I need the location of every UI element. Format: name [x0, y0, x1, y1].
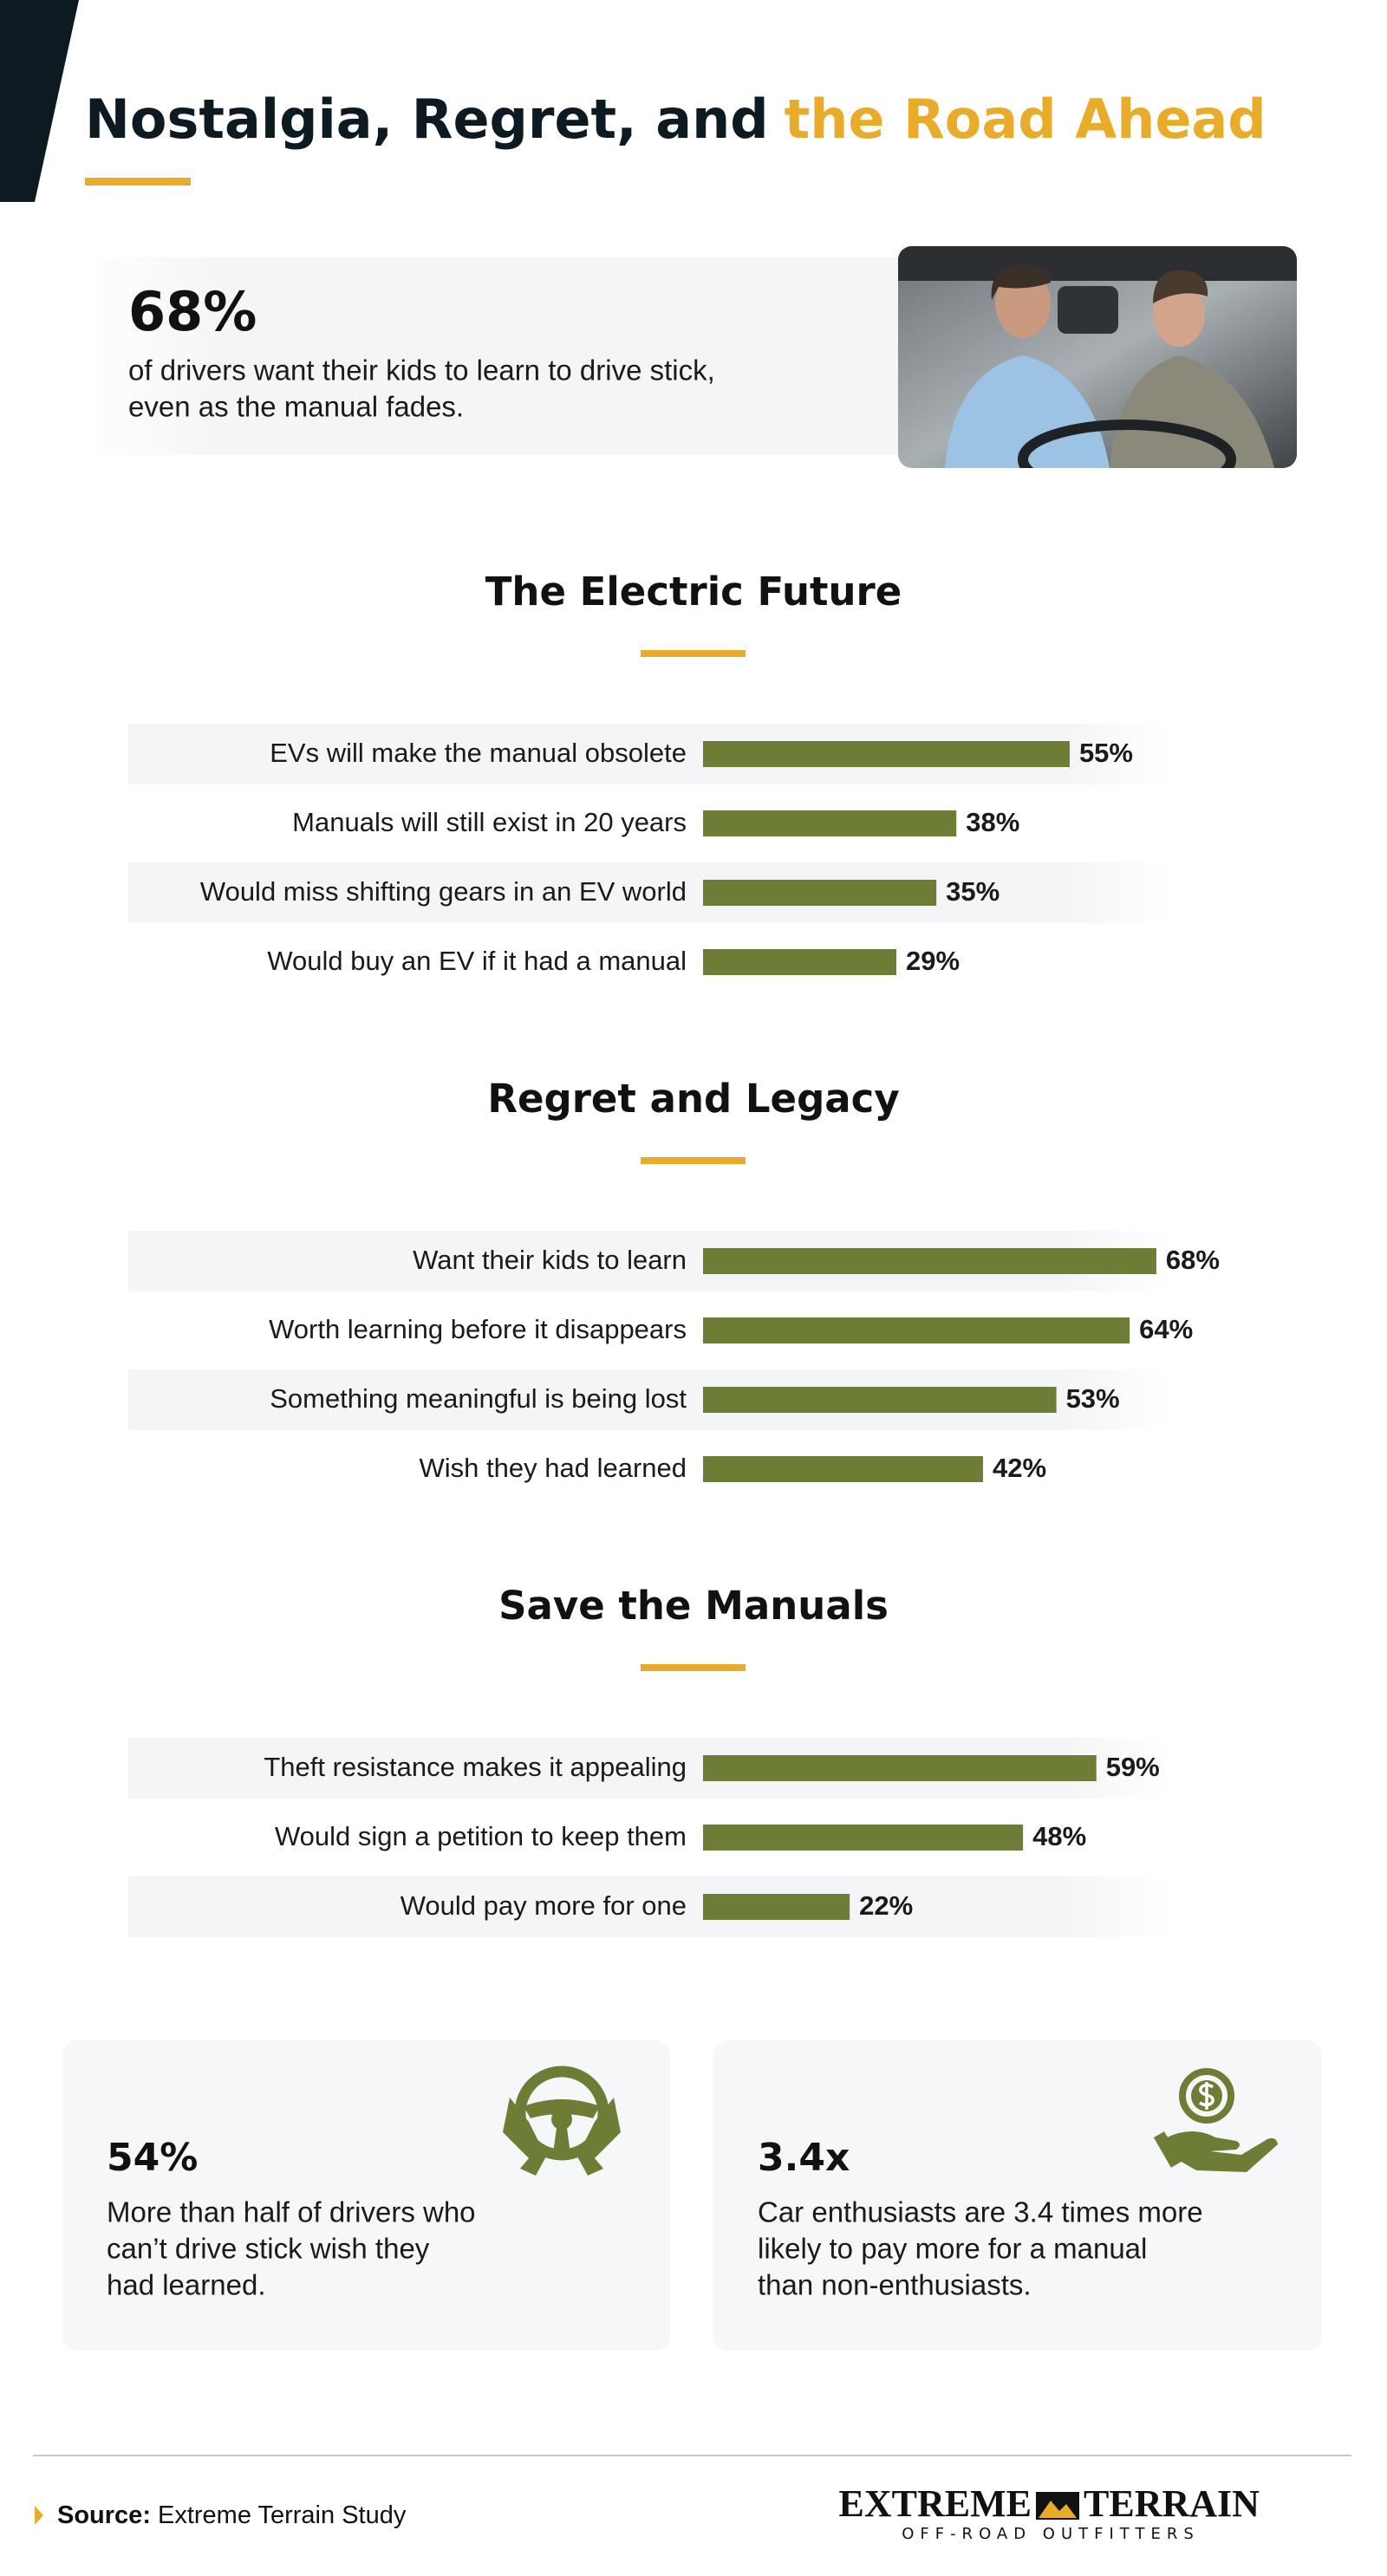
source-label: Source: — [57, 2501, 151, 2529]
value-label: 53% — [1066, 1383, 1120, 1414]
value-label: 29% — [906, 946, 960, 976]
title-underline — [85, 178, 191, 185]
section-underline — [641, 650, 746, 657]
bar — [703, 741, 1070, 767]
card-text: can’t drive stick wish they — [107, 2233, 430, 2265]
source-text: Extreme Terrain Study — [158, 2501, 407, 2529]
bar — [703, 1755, 1097, 1781]
bar — [703, 1456, 983, 1482]
hero-photo — [898, 246, 1297, 468]
bar-label: Would pay more for one — [400, 1890, 687, 1921]
logo-text: TERRAIN — [1084, 2482, 1260, 2525]
bar — [703, 1317, 1130, 1343]
cards: 54% More than half of drivers who can’t dr… — [107, 2136, 1203, 2301]
source: Source: Extreme Terrain Study — [57, 2501, 407, 2529]
section-underline — [641, 1664, 746, 1671]
hero-stat: 68% — [128, 280, 257, 343]
bar-label: Want their kids to learn — [413, 1245, 687, 1275]
row-stripe — [128, 1877, 1169, 1937]
bar — [703, 1387, 1057, 1413]
value-label: 22% — [859, 1890, 913, 1921]
value-label: 42% — [993, 1453, 1046, 1483]
hero-text: even as the manual fades. — [128, 391, 464, 423]
bar — [703, 1248, 1156, 1274]
bar-label: Worth learning before it disappears — [269, 1314, 687, 1344]
bar — [703, 949, 897, 975]
value-label: 68% — [1166, 1245, 1220, 1275]
title-text: Nostalgia, Regret, and — [85, 88, 769, 151]
title-highlight: the Road Ahead — [785, 88, 1267, 151]
logo-mountain — [1039, 2501, 1077, 2518]
value-label: 48% — [1032, 1821, 1086, 1851]
bar — [703, 1825, 1024, 1851]
value-label: 38% — [966, 807, 1019, 837]
card-text: had learned. — [107, 2269, 265, 2301]
logo-text: EXTREME — [839, 2482, 1032, 2525]
hero-box — [101, 257, 919, 455]
value-label: 59% — [1106, 1752, 1160, 1782]
value-label: 55% — [1079, 738, 1133, 768]
hero-text: of drivers want their kids to learn to d… — [128, 355, 715, 387]
card-text: likely to pay more for a manual — [758, 2233, 1147, 2265]
bar-section: Regret and Legacy Want their kids to lear… — [128, 1076, 1220, 1483]
bar-label: Would buy an EV if it had a manual — [267, 946, 687, 976]
stat-card — [713, 2040, 1322, 2351]
bar-label: Theft resistance makes it appealing — [264, 1752, 687, 1782]
bar-section: The Electric Future EVs will make the man… — [128, 569, 1169, 976]
bar — [703, 1894, 850, 1920]
bar-section: Save the Manuals Theft resistance makes i… — [128, 1583, 1169, 1937]
bar-label: Would sign a petition to keep them — [275, 1821, 687, 1851]
value-label: 35% — [946, 876, 1000, 907]
logo-tagline: OFF-ROAD OUTFITTERS — [902, 2525, 1200, 2543]
section-title: The Electric Future — [485, 569, 902, 615]
source-marker — [35, 2506, 43, 2525]
corner-slash — [0, 0, 79, 202]
bar — [703, 880, 937, 906]
card-stat: 54% — [107, 2136, 198, 2180]
card-stat: 3.4x — [758, 2136, 850, 2180]
card-text: than non-enthusiasts. — [758, 2269, 1032, 2301]
row-stripe — [128, 862, 1169, 923]
logo: EXTREME TERRAIN OFF-ROAD OUTFITTERS — [839, 2482, 1260, 2543]
bar-label: Something meaningful is being lost — [270, 1383, 687, 1414]
bar-label: Manuals will still exist in 20 years — [292, 807, 687, 837]
section-underline — [641, 1157, 746, 1164]
bar-label: EVs will make the manual obsolete — [270, 738, 687, 768]
bar — [703, 810, 957, 836]
steering-icon — [503, 2065, 621, 2176]
section-title: Save the Manuals — [498, 1583, 889, 1629]
sections: The Electric Future EVs will make the man… — [128, 569, 1220, 1937]
title: Nostalgia, Regret, and the Road Ahead — [85, 88, 1267, 151]
bar-label: Would miss shifting gears in an EV world — [200, 876, 687, 907]
card-text: Car enthusiasts are 3.4 times more — [758, 2196, 1203, 2228]
card-text: More than half of drivers who — [107, 2196, 476, 2228]
money-hand-icon — [1153, 2068, 1278, 2172]
bar-label: Wish they had learned — [420, 1453, 687, 1483]
section-title: Regret and Legacy — [487, 1076, 899, 1122]
value-label: 64% — [1139, 1314, 1193, 1344]
